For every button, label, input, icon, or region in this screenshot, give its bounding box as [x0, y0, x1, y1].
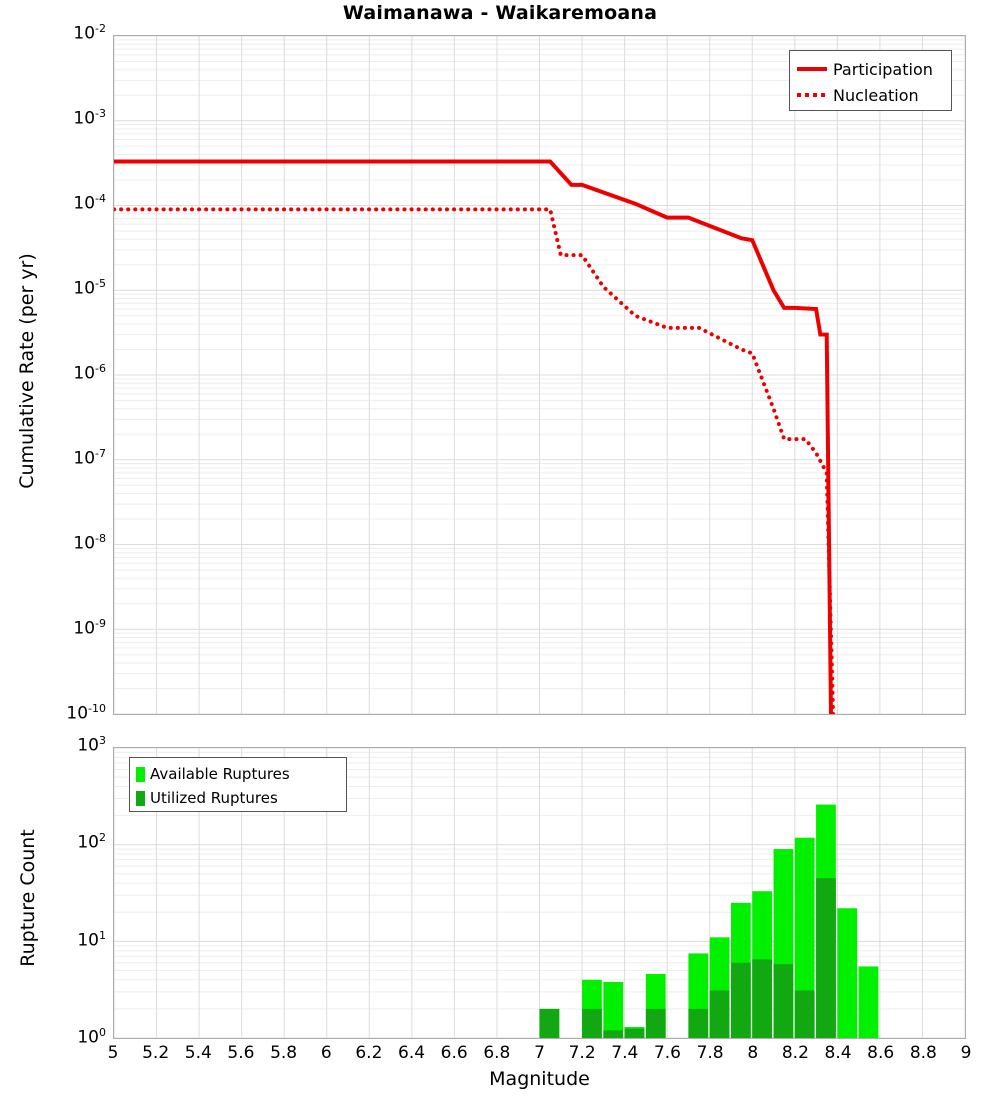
top-y-tick: 10-7: [73, 447, 106, 469]
cumulative-rate-canvas: [114, 36, 965, 714]
legend-item-available-ruptures: Available Ruptures: [136, 762, 340, 786]
top-y-tick: 10-8: [73, 532, 106, 554]
x-tick: 6.6: [440, 1043, 468, 1063]
top-y-tick: 10-10: [66, 702, 106, 724]
top-y-tick: 10-5: [73, 277, 106, 299]
bar-utilized: [603, 1030, 624, 1038]
legend-label-participation: Participation: [833, 59, 933, 79]
top-y-tick: 10-4: [73, 192, 106, 214]
bar-utilized: [688, 1008, 709, 1038]
curve-participation: [114, 159, 833, 714]
x-tick: 5: [107, 1043, 119, 1063]
x-tick: 5.2: [142, 1043, 170, 1063]
x-tick: 8.4: [824, 1043, 852, 1063]
bottom-y-tick: 103: [77, 734, 106, 756]
bar-available: [794, 837, 815, 1038]
legend-label-utilized: Utilized Ruptures: [150, 789, 278, 807]
x-tick: 5.4: [184, 1043, 212, 1063]
legend-label-nucleation: Nucleation: [833, 85, 919, 105]
rupture-count-canvas: [114, 748, 965, 1038]
x-tick: 6.2: [355, 1043, 383, 1063]
legend-item-utilized-ruptures: Utilized Ruptures: [136, 786, 340, 810]
x-tick: 7.2: [568, 1043, 596, 1063]
x-tick: 8.8: [909, 1043, 937, 1063]
utilized-swatch-icon: [136, 790, 145, 806]
x-tick: 6.8: [483, 1043, 511, 1063]
x-tick: 5.8: [270, 1043, 298, 1063]
x-tick: 9: [960, 1043, 972, 1063]
top-y-tick: 10-6: [73, 362, 106, 384]
legend-item-nucleation: Nucleation: [797, 82, 944, 108]
bottom-y-tick: 100: [77, 1026, 106, 1048]
x-tick: 7.6: [653, 1043, 681, 1063]
histogram-legend: Available Ruptures Utilized Ruptures: [129, 757, 347, 812]
x-tick: 6.4: [398, 1043, 426, 1063]
x-axis-label: Magnitude: [489, 1068, 590, 1090]
bottom-y-tick: 101: [77, 928, 106, 951]
bottom-y-tick: 102: [77, 831, 106, 853]
bar-utilized: [624, 1028, 645, 1038]
bar-utilized: [709, 990, 730, 1038]
curve-legend: Participation Nucleation: [789, 50, 952, 111]
x-tick: 6: [320, 1043, 332, 1063]
bar-available: [603, 981, 624, 1038]
legend-label-available: Available Ruptures: [150, 765, 290, 783]
cumulative-rate-plot: [113, 35, 966, 715]
x-tick: 8.2: [781, 1043, 809, 1063]
x-tick: 5.6: [227, 1043, 255, 1063]
x-tick: 8.6: [867, 1043, 895, 1063]
bar-available: [837, 908, 858, 1038]
bar-utilized: [539, 1008, 560, 1038]
x-tick: 7: [534, 1043, 545, 1063]
top-y-tick: 10-3: [73, 107, 106, 129]
top-y-tick: 10-9: [73, 617, 106, 639]
rupture-count-plot: [113, 747, 966, 1039]
x-tick: 7.4: [611, 1043, 639, 1063]
x-tick: 7.8: [696, 1043, 724, 1063]
bar-utilized: [730, 962, 751, 1038]
bar-utilized: [816, 878, 836, 1038]
dotted-line-icon: [797, 93, 827, 97]
solid-line-icon: [797, 67, 827, 71]
available-swatch-icon: [136, 766, 145, 782]
x-tick: 8: [747, 1043, 759, 1063]
figure-title: Waimanawa - Waikaremoana: [342, 2, 658, 24]
bar-utilized: [794, 990, 815, 1038]
curve-nucleation: [114, 207, 836, 714]
bar-available: [858, 966, 879, 1038]
bar-utilized: [773, 964, 794, 1038]
legend-item-participation: Participation: [797, 56, 944, 82]
top-y-tick: 10-2: [73, 22, 106, 44]
bar-utilized: [752, 959, 773, 1038]
bar-utilized: [582, 1008, 602, 1038]
bar-utilized: [645, 1008, 666, 1038]
